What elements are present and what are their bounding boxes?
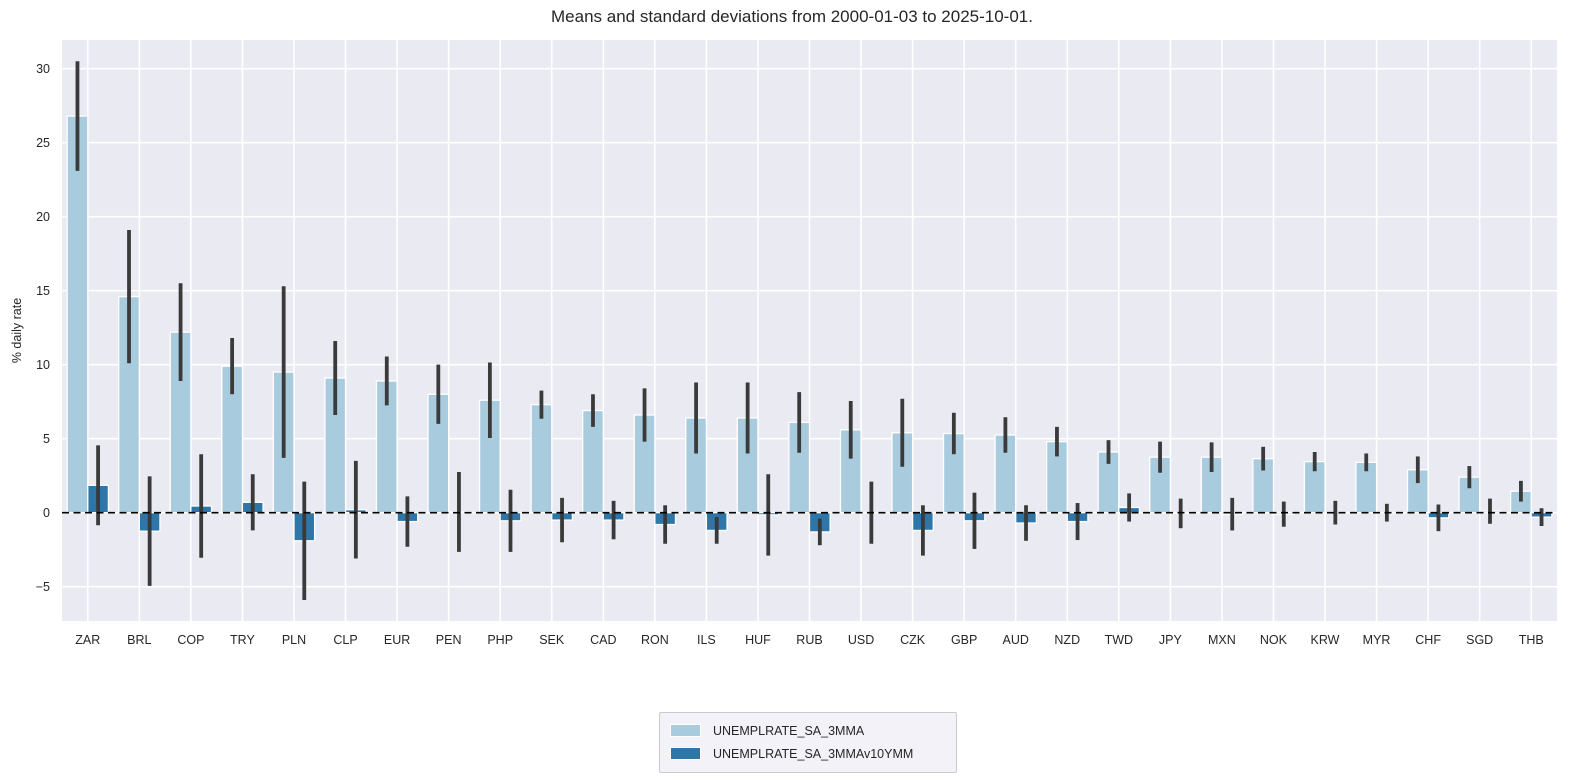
svg-text:JPY: JPY	[1159, 633, 1183, 647]
svg-text:MXN: MXN	[1208, 633, 1236, 647]
svg-text:CLP: CLP	[333, 633, 357, 647]
svg-text:GBP: GBP	[951, 633, 977, 647]
x-axis-tick-labels: ZAR BRL COP TRY PLN CLP EUR PEN PHP SEK CAD RON ILS H…	[75, 633, 1543, 647]
svg-text:5: 5	[43, 432, 50, 446]
svg-text:30: 30	[36, 62, 50, 76]
y-axis-tick-labels: −5 0 5 10 15 20 25 30	[36, 62, 50, 594]
bar-SEK-3mma	[530, 403, 553, 514]
svg-text:20: 20	[36, 210, 50, 224]
svg-text:RON: RON	[641, 633, 669, 647]
svg-text:BRL: BRL	[127, 633, 151, 647]
svg-text:PLN: PLN	[282, 633, 306, 647]
bar-ZAR-3mma	[66, 115, 89, 514]
legend-item-3mmav10ymm: UNEMPLRATE_SA_3MMAv10YMM	[670, 742, 946, 765]
svg-text:ZAR: ZAR	[75, 633, 100, 647]
svg-text:MYR: MYR	[1363, 633, 1391, 647]
legend-swatch-3mma-icon	[670, 724, 701, 737]
svg-text:NZD: NZD	[1054, 633, 1080, 647]
svg-text:USD: USD	[848, 633, 874, 647]
svg-text:15: 15	[36, 284, 50, 298]
svg-text:CZK: CZK	[900, 633, 926, 647]
chart-title: Means and standard deviations from 2000-…	[551, 7, 1033, 26]
svg-text:AUD: AUD	[1003, 633, 1029, 647]
svg-text:COP: COP	[177, 633, 204, 647]
svg-text:TRY: TRY	[230, 633, 255, 647]
svg-text:10: 10	[36, 358, 50, 372]
svg-text:25: 25	[36, 136, 50, 150]
svg-text:NOK: NOK	[1260, 633, 1288, 647]
svg-text:TWD: TWD	[1105, 633, 1133, 647]
svg-text:CAD: CAD	[590, 633, 616, 647]
legend: UNEMPLRATE_SA_3MMA UNEMPLRATE_SA_3MMAv10…	[659, 712, 957, 773]
legend-label-3mma: UNEMPLRATE_SA_3MMA	[713, 723, 865, 738]
svg-text:ILS: ILS	[697, 633, 716, 647]
svg-text:SEK: SEK	[539, 633, 565, 647]
svg-text:−5: −5	[36, 580, 50, 594]
svg-text:0: 0	[43, 506, 50, 520]
legend-label-3mmav10ymm: UNEMPLRATE_SA_3MMAv10YMM	[713, 746, 914, 761]
svg-text:EUR: EUR	[384, 633, 410, 647]
svg-text:THB: THB	[1519, 633, 1544, 647]
legend-swatch-3mmav10ymm-icon	[670, 747, 701, 760]
legend-item-3mma: UNEMPLRATE_SA_3MMA	[670, 719, 946, 742]
svg-text:CHF: CHF	[1415, 633, 1441, 647]
svg-text:HUF: HUF	[745, 633, 771, 647]
svg-text:PHP: PHP	[487, 633, 513, 647]
svg-text:RUB: RUB	[796, 633, 822, 647]
svg-text:KRW: KRW	[1311, 633, 1340, 647]
y-axis-label: % daily rate	[10, 298, 24, 363]
svg-text:SGD: SGD	[1466, 633, 1493, 647]
svg-text:PEN: PEN	[436, 633, 462, 647]
